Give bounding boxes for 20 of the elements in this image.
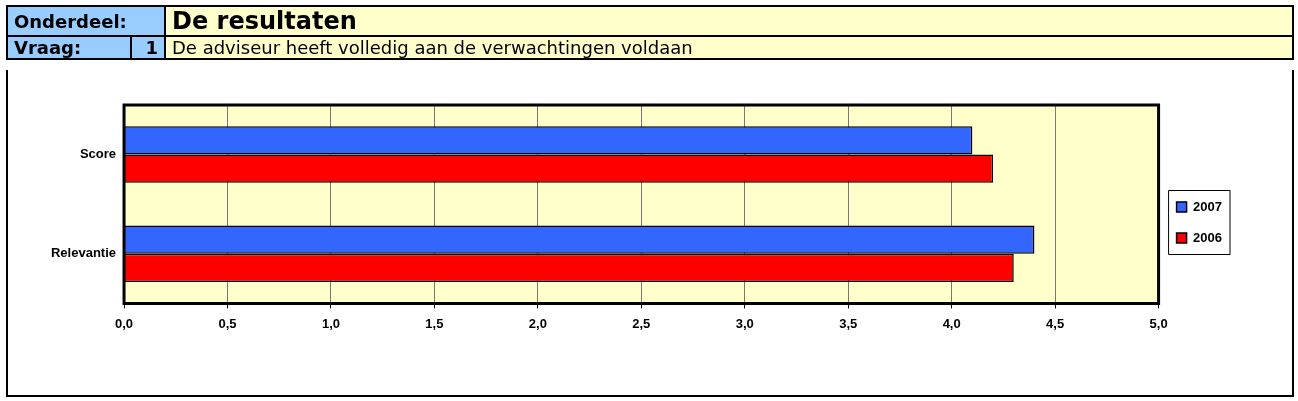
x-tick-label: 4,5 — [1046, 315, 1065, 331]
x-tick-label: 0,0 — [114, 315, 134, 331]
text: 1 — [131, 36, 165, 59]
x-tick-label: 2,0 — [528, 315, 547, 331]
x-tick-label: 5,0 — [1149, 315, 1168, 331]
chart-subtitle: De adviseur heeft volledig aan de verwachtingen voldaan — [165, 36, 1293, 59]
x-tick-label: 2,5 — [632, 315, 651, 331]
x-tick-label: 1,0 — [321, 315, 340, 331]
chart-title: De resultaten — [165, 6, 1293, 36]
legend-label: 2007 — [1193, 198, 1222, 214]
x-tick-label: 3,5 — [839, 315, 858, 331]
x-tick-label: 0,5 — [218, 315, 237, 331]
x-tick-label: 1,5 — [425, 315, 444, 331]
y-tick-label: Relevantie — [50, 245, 117, 261]
text: Onderdeel: — [7, 6, 165, 36]
x-tick-label: 3,0 — [735, 315, 754, 331]
text: Vraag: — [7, 36, 131, 59]
y-tick-label: Score — [79, 146, 117, 162]
x-tick-label: 4,0 — [942, 315, 961, 331]
legend-label: 2006 — [1193, 229, 1222, 245]
